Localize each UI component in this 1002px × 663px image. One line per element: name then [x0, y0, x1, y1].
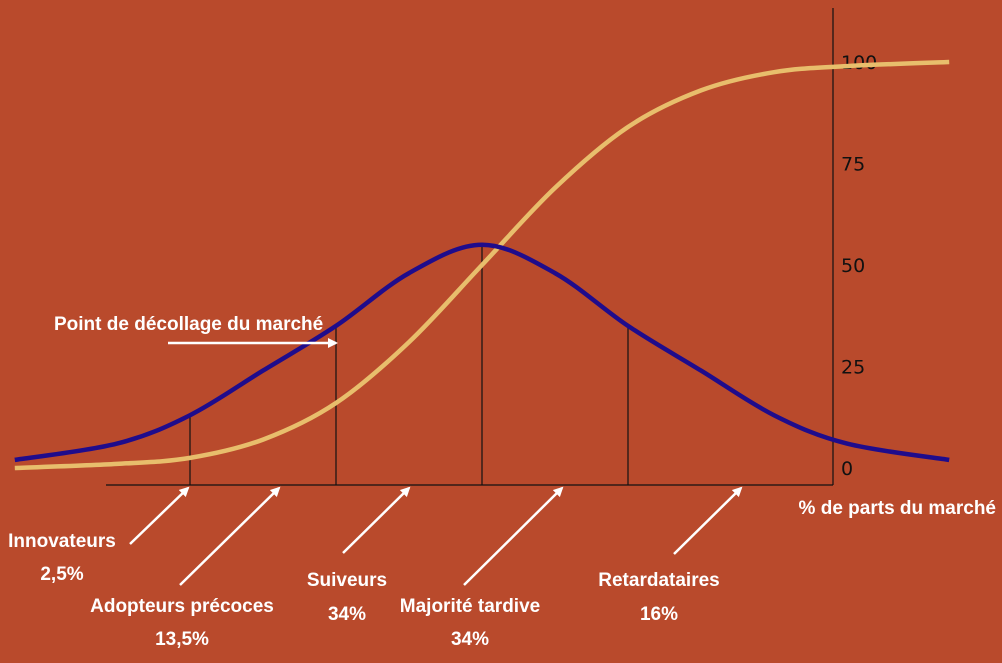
- segment-share: 34%: [451, 629, 489, 650]
- segment-name: Majorité tardive: [400, 596, 540, 617]
- segment-share: 13,5%: [155, 629, 209, 650]
- segment-share: 34%: [328, 604, 366, 625]
- innovateurs-arrow: [129, 486, 190, 545]
- s-curve-series: [14, 59, 950, 471]
- retardataires-arrow: [673, 486, 743, 555]
- y-tick-label: 25: [841, 357, 865, 379]
- y-tick-label: 75: [841, 154, 865, 176]
- y-axis-title: % de parts du marché: [799, 498, 996, 519]
- takeoff-annotation-label: Point de décollage du marché: [54, 314, 323, 335]
- segment-name: Adopteurs précoces: [90, 596, 274, 617]
- suiveurs-arrow: [342, 486, 411, 554]
- y-tick-label: 100: [841, 52, 877, 74]
- segment-share: 2,5%: [40, 564, 83, 585]
- majorite-arrow: [463, 486, 564, 586]
- segment-share: 16%: [640, 604, 678, 625]
- y-tick-labels: 0 25 50 75 100: [841, 52, 877, 480]
- y-tick-label: 0: [841, 458, 853, 480]
- segment-name: Retardataires: [598, 570, 719, 591]
- segment-dividers: [189, 244, 629, 485]
- y-tick-label: 50: [841, 255, 865, 277]
- segment-labels: Innovateurs 2,5% Adopteurs précoces 13,5…: [8, 531, 720, 650]
- segment-name: Suiveurs: [307, 570, 387, 591]
- bell-curve-series: [14, 242, 950, 463]
- adopteurs-arrow: [179, 486, 281, 586]
- segment-name: Innovateurs: [8, 531, 116, 552]
- segment-arrows: [129, 486, 743, 586]
